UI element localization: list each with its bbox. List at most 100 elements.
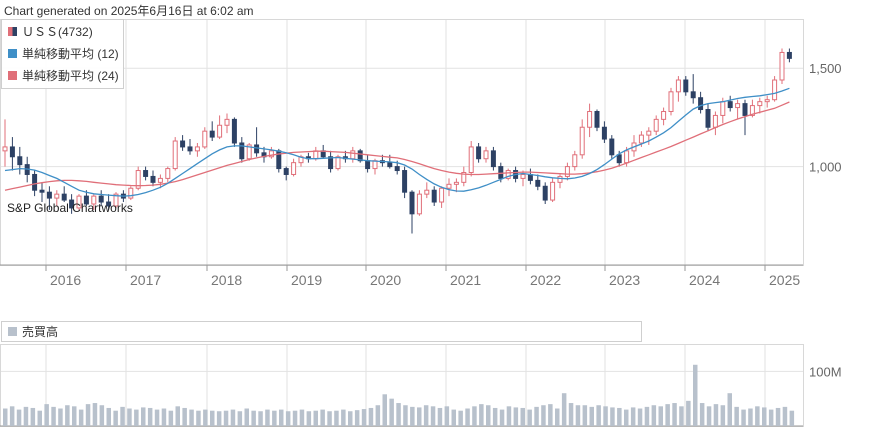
candle-body-7	[54, 193, 60, 199]
volume-bar-79	[548, 404, 553, 426]
candle-body-20	[150, 175, 156, 183]
candle-body-83	[616, 154, 622, 164]
volume-bar-54	[375, 405, 381, 426]
candle-body-22	[165, 168, 171, 179]
y-tick-label-0: 1,000	[809, 160, 842, 175]
candle-73	[542, 182, 548, 204]
volume-bar-67	[465, 408, 470, 426]
candle-1	[9, 137, 15, 171]
candle-24	[180, 135, 186, 151]
candle-body-79	[587, 110, 593, 128]
candle-body-1	[9, 146, 15, 158]
candle-body-102	[757, 101, 763, 107]
volume-bar-52	[361, 409, 367, 426]
candle-17	[128, 186, 134, 201]
volume-bar-1	[9, 406, 15, 426]
volume-bar-102	[706, 406, 712, 426]
candle-body-49	[365, 160, 371, 170]
volume-bar-35	[244, 408, 249, 426]
candle-89	[661, 107, 667, 126]
ma24-swatch-icon	[8, 70, 17, 80]
candle-19	[143, 166, 149, 181]
candle-body-38	[283, 168, 289, 175]
volume-bar-34	[237, 411, 243, 426]
volume-bar-104	[720, 405, 726, 426]
candle-body-76	[564, 166, 570, 177]
candle-78	[579, 119, 585, 159]
candle-body-66	[490, 150, 496, 168]
volume-bar-40	[279, 409, 284, 426]
x-tick-label-9: 2025	[769, 272, 800, 288]
volume-bar-48	[334, 410, 339, 426]
candle-29	[217, 115, 223, 140]
volume-bar-84	[582, 405, 588, 426]
volume-bar-71	[492, 407, 498, 426]
candle-body-25	[187, 146, 193, 152]
volume-bar-20	[141, 407, 146, 426]
candle-body-103	[764, 99, 770, 103]
candle-105	[779, 48, 785, 84]
candle-94	[698, 91, 704, 114]
candle-34	[254, 127, 260, 157]
volume-bar-92	[637, 408, 643, 426]
volume-bar-82	[568, 403, 574, 426]
candle-body-101	[749, 105, 755, 116]
candle-body-106	[786, 51, 792, 59]
x-tick-label-8: 2024	[689, 272, 720, 288]
volume-bar-53	[368, 407, 374, 426]
volume-bar-29	[203, 409, 208, 426]
candle-74	[550, 178, 556, 203]
volume-bar-26	[182, 407, 187, 426]
candle-body-95	[705, 109, 711, 128]
volume-bar-6	[44, 404, 49, 426]
volume-bar-106	[734, 406, 739, 426]
candle-body-64	[476, 146, 482, 160]
y-tick-label-1: 1,500	[809, 61, 842, 76]
volume-bar-5	[37, 410, 42, 426]
volume-bar-59	[410, 406, 415, 426]
candle-swatch-icon	[8, 26, 17, 36]
candle-body-54	[402, 170, 408, 193]
candle-61	[453, 178, 459, 193]
candle-body-70	[520, 173, 526, 179]
candle-body-50	[372, 160, 378, 170]
volume-bar-33	[230, 409, 236, 426]
volume-bar-62	[430, 406, 436, 426]
volume-bar-46	[320, 409, 325, 426]
volume-bar-22	[154, 409, 160, 426]
candle-25	[187, 139, 193, 155]
volume-bar-41	[285, 411, 291, 426]
candle-96	[712, 111, 718, 136]
volume-bar-55	[382, 394, 387, 426]
candle-5	[39, 182, 45, 203]
candle-90	[668, 87, 674, 116]
volume-bar-23	[161, 408, 167, 426]
candle-body-67	[498, 166, 504, 179]
volume-bar-90	[624, 409, 629, 426]
candle-77	[572, 150, 578, 171]
candle-body-60	[446, 183, 452, 189]
volume-bar-88	[610, 407, 615, 426]
volume-bar-0	[3, 408, 8, 426]
volume-bar-30	[210, 410, 215, 426]
volume-bar-98	[679, 406, 684, 426]
candle-13	[98, 190, 104, 206]
candle-body-100	[742, 103, 748, 116]
volume-bar-49	[341, 409, 346, 426]
volume-bar-11	[78, 409, 84, 426]
volume-bar-14	[99, 405, 105, 426]
candle-body-61	[453, 181, 459, 185]
volume-bar-58	[403, 405, 408, 426]
candle-body-19	[143, 170, 149, 177]
volume-tick-label-0: 100M	[809, 364, 842, 379]
candle-body-42	[313, 150, 319, 160]
volume-bar-95	[658, 406, 663, 426]
candle-0	[2, 119, 8, 167]
candle-body-71	[527, 173, 533, 181]
volume-bar-114	[789, 410, 795, 426]
candle-body-17	[128, 187, 134, 199]
volume-bar-96	[665, 404, 670, 426]
legend-label-ma24: 単純移動平均 (24)	[22, 68, 119, 83]
candle-body-0	[2, 146, 8, 152]
